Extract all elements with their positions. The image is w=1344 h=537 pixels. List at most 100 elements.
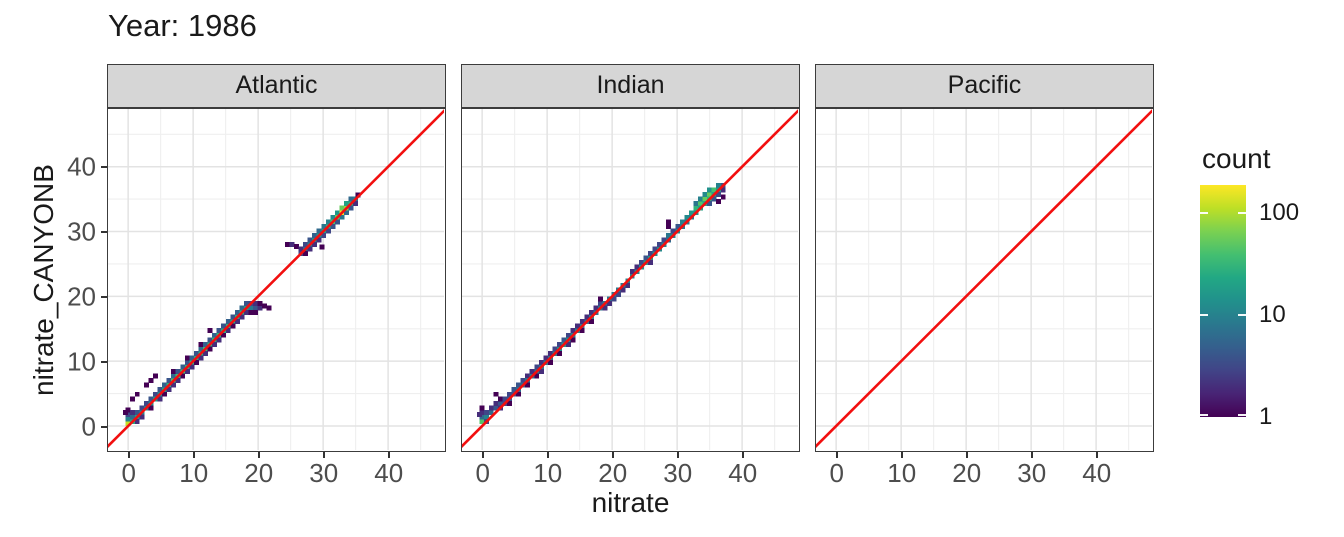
count-bin — [353, 201, 359, 207]
count-bin — [529, 369, 535, 375]
count-bin — [184, 360, 190, 365]
y-tick-label: 0 — [81, 411, 96, 442]
facet-strip-label: Indian — [596, 71, 665, 99]
count-bin — [625, 282, 631, 288]
legend-tick-mark — [1200, 313, 1208, 316]
count-bin — [316, 228, 322, 234]
count-bin — [134, 391, 140, 397]
count-bin — [525, 373, 531, 379]
x-tick-label: 10 — [887, 458, 917, 488]
count-bin — [184, 355, 190, 361]
count-bin — [184, 369, 190, 375]
count-bin — [321, 223, 327, 229]
count-bin — [502, 396, 508, 402]
x-tick-mark — [127, 452, 130, 458]
count-bin — [148, 378, 154, 384]
count-bin — [479, 405, 485, 411]
count-bin — [152, 373, 158, 379]
count-bin — [257, 305, 263, 311]
count-bin — [303, 251, 309, 257]
count-bin — [497, 400, 503, 406]
count-bin — [330, 214, 336, 220]
legend-tick-mark — [1238, 313, 1246, 316]
count-bin — [597, 301, 603, 306]
count-bin — [130, 409, 136, 415]
count-bin — [312, 242, 318, 247]
y-tick-label: 40 — [67, 151, 96, 182]
x-tick-mark — [900, 452, 903, 458]
count-bin — [166, 378, 172, 384]
count-bin — [675, 223, 681, 229]
count-bin — [707, 187, 713, 193]
count-bin — [175, 378, 181, 384]
x-axis-title: nitrate — [591, 487, 670, 518]
count-bin — [289, 242, 295, 247]
count-bin — [479, 409, 485, 415]
legend-tick-label: 1 — [1259, 403, 1273, 430]
count-bin — [171, 369, 177, 375]
count-bin — [666, 232, 672, 238]
legend-tick-label: 100 — [1259, 198, 1300, 226]
count-bin — [243, 310, 249, 316]
count-bin — [307, 237, 313, 243]
legend-colorbar — [1200, 185, 1246, 417]
count-bin — [125, 407, 131, 413]
count-bin — [479, 419, 485, 424]
count-bin — [321, 232, 327, 238]
count-bin — [130, 396, 136, 402]
count-bin — [593, 305, 599, 311]
panel-plot-area — [816, 109, 1152, 450]
x-tick-label: 10 — [179, 458, 209, 488]
count-bin — [670, 228, 676, 234]
x-tick-mark — [965, 452, 968, 458]
count-bin — [566, 341, 572, 347]
count-bin — [693, 201, 699, 207]
count-bin — [720, 194, 726, 200]
count-bin — [716, 199, 722, 205]
count-bin — [493, 405, 499, 411]
x-tick-label: 20 — [952, 458, 982, 488]
count-bin — [570, 337, 576, 343]
count-bin — [348, 196, 354, 202]
count-bin — [216, 328, 222, 334]
count-bin — [693, 205, 699, 211]
count-bin — [325, 228, 331, 234]
count-bin — [148, 396, 154, 402]
count-bin — [629, 269, 635, 275]
x-tick-mark — [322, 452, 325, 458]
count-bin — [666, 223, 672, 229]
count-bin — [221, 332, 227, 338]
count-bin — [707, 201, 713, 207]
facet-strip-label: Atlantic — [235, 71, 318, 99]
count-bin — [516, 391, 522, 397]
count-bin — [525, 382, 531, 388]
count-bin — [488, 409, 494, 415]
count-bin — [652, 246, 658, 252]
count-bin — [303, 242, 309, 247]
count-bin — [198, 346, 204, 352]
x-tick-mark — [676, 452, 679, 458]
x-tick-mark — [741, 452, 744, 458]
count-bin — [189, 364, 195, 370]
count-bin — [547, 350, 553, 356]
count-bin — [139, 405, 145, 411]
count-bin — [534, 364, 540, 370]
count-bin — [266, 305, 272, 311]
count-bin — [203, 350, 208, 356]
count-bin — [611, 296, 617, 302]
count-bin — [143, 382, 149, 388]
count-bin — [698, 201, 703, 207]
count-bin — [538, 360, 544, 365]
panel-plot-area — [462, 109, 798, 450]
count-bin — [707, 192, 713, 198]
x-tick-label: 30 — [309, 458, 339, 488]
count-bin — [570, 328, 576, 334]
count-bin — [557, 341, 562, 347]
facet-strip-label: Pacific — [947, 71, 1022, 99]
count-bin — [125, 420, 131, 426]
count-bin — [284, 242, 290, 247]
count-bin — [243, 301, 249, 306]
count-bin — [647, 251, 653, 257]
count-bin — [684, 214, 690, 220]
